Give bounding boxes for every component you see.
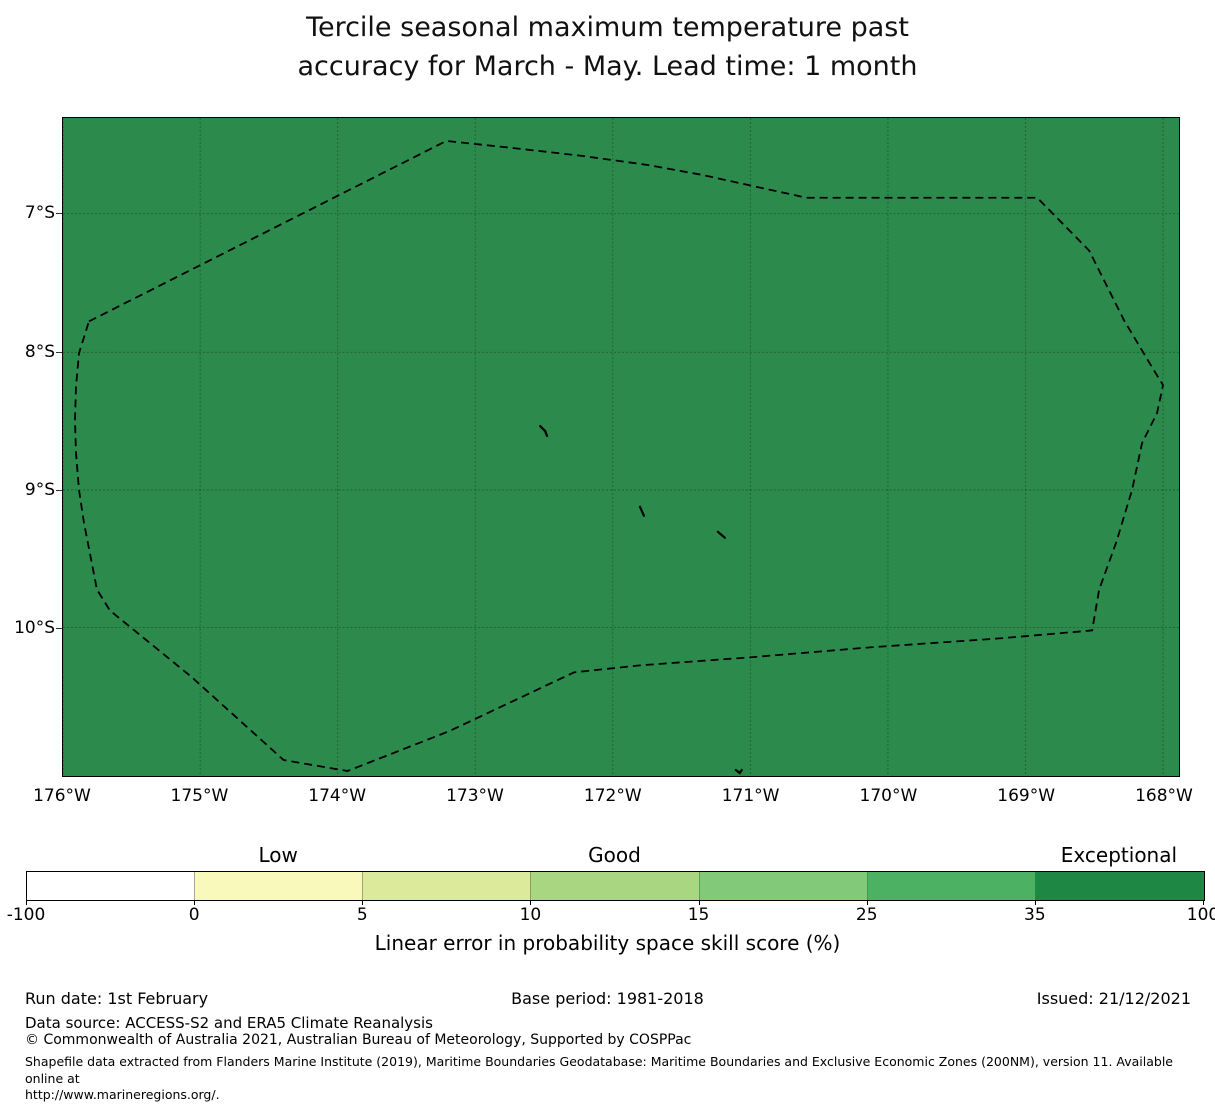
colorbar-tick-mark (866, 900, 868, 905)
copyright-text: © Commonwealth of Australia 2021, Austra… (25, 1032, 692, 1048)
colorbar-tick-label: 0 (188, 905, 200, 925)
y-tick-label: 8°S (24, 342, 55, 362)
colorbar-segment (867, 872, 1036, 900)
island-mark (716, 530, 726, 539)
map-plot-area (62, 117, 1180, 777)
x-tick-label: 171°W (721, 786, 780, 806)
map-canvas (63, 118, 1179, 776)
chart-title-line1: Tercile seasonal maximum temperature pas… (306, 12, 909, 43)
data-source-text: Data source: ACCESS-S2 and ERA5 Climate … (25, 1014, 433, 1032)
y-tick-mark (56, 628, 62, 629)
colorbar-segment (699, 872, 868, 900)
y-tick-label: 9°S (24, 480, 55, 500)
shapefile-attribution-text: Shapefile data extracted from Flanders M… (25, 1054, 1190, 1104)
colorbar-segment (27, 872, 196, 900)
colorbar-tick-mark (1034, 900, 1036, 905)
eez-dashed-boundary (74, 140, 1164, 772)
colorbar-tick-label: 5 (356, 905, 368, 925)
island-marks (539, 424, 743, 775)
y-tick-label: 10°S (14, 618, 55, 638)
colorbar-tick-label: -100 (6, 905, 46, 925)
colorbar-tick-mark (194, 900, 196, 905)
colorbar-tick-mark (1203, 900, 1204, 905)
colorbar-segment (363, 872, 532, 900)
colorbar-tick-mark (362, 900, 364, 905)
x-tick-label: 169°W (997, 786, 1056, 806)
x-tick-label: 172°W (583, 786, 642, 806)
run-date-text: Run date: 1st February (25, 989, 209, 1008)
colorbar-tick-mark (698, 900, 700, 905)
colorbar-segment (195, 872, 364, 900)
y-tick-mark (56, 490, 62, 491)
colorbar-category-label-good: Good (588, 843, 641, 867)
x-tick-label: 168°W (1135, 786, 1193, 806)
colorbar (26, 871, 1205, 901)
shapefile-attribution-line1: Shapefile data extracted from Flanders M… (25, 1054, 1173, 1086)
base-period-text: Base period: 1981-2018 (511, 989, 704, 1008)
colorbar-tick-label: 35 (1024, 905, 1046, 925)
colorbar-tick-mark (26, 900, 27, 905)
colorbar-tick-label: 25 (855, 905, 878, 925)
island-mark (638, 505, 646, 517)
x-tick-label: 175°W (170, 786, 229, 806)
map-fill-region (63, 118, 1179, 776)
y-tick-label: 7°S (24, 203, 55, 223)
chart-title-line2: accuracy for March - May. Lead time: 1 m… (297, 51, 918, 82)
colorbar-tick-label: 10 (519, 905, 542, 925)
y-tick-mark (56, 352, 62, 353)
colorbar-tick-label: 100 (1186, 905, 1215, 925)
colorbar-segment (1035, 872, 1204, 900)
colorbar-caption: Linear error in probability space skill … (374, 931, 841, 955)
chart-title: Tercile seasonal maximum temperature pas… (0, 8, 1215, 86)
island-mark (734, 768, 743, 775)
x-tick-label: 176°W (33, 786, 91, 806)
colorbar-category-label-exceptional: Exceptional (1060, 843, 1178, 867)
y-tick-mark (56, 213, 62, 214)
island-mark (539, 424, 549, 438)
colorbar-tick-label: 15 (687, 905, 710, 925)
colorbar-segment (531, 872, 700, 900)
x-tick-label: 173°W (446, 786, 504, 806)
colorbar-tick-mark (530, 900, 532, 905)
x-tick-label: 170°W (859, 786, 918, 806)
x-tick-label: 174°W (308, 786, 367, 806)
issued-date-text: Issued: 21/12/2021 (1036, 989, 1191, 1008)
colorbar-category-label-low: Low (258, 843, 298, 867)
